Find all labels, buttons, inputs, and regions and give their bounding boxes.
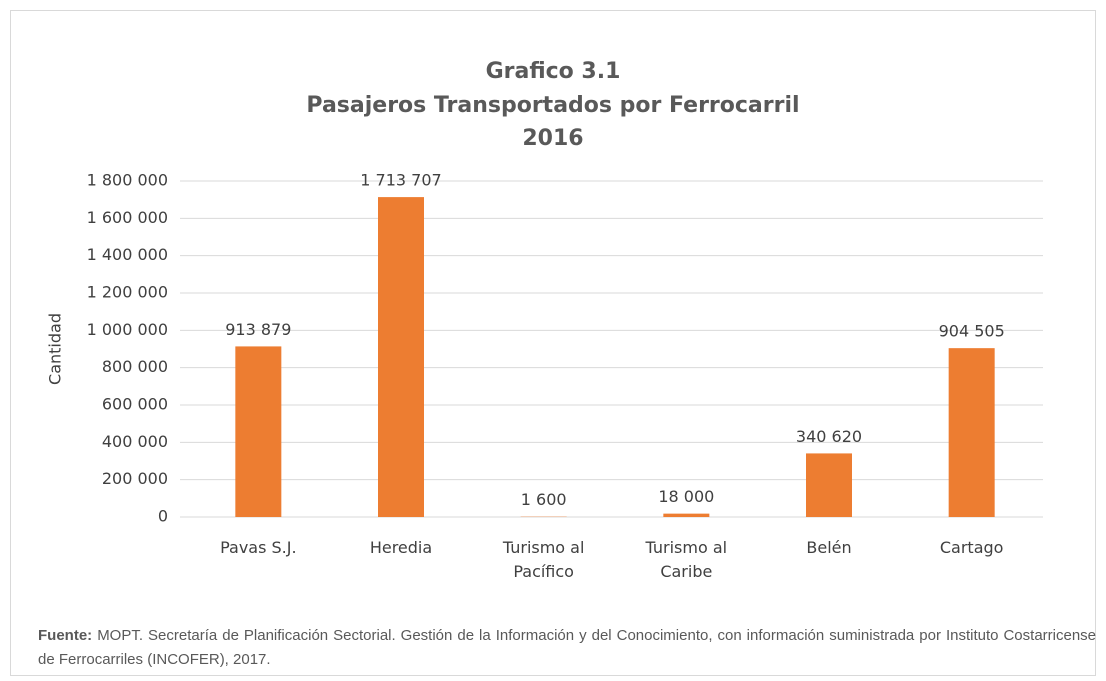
- y-tick-label: 1 400 000: [87, 245, 168, 264]
- y-tick-label: 1 600 000: [87, 208, 168, 227]
- bar: [378, 197, 424, 517]
- y-tick-label: 400 000: [102, 432, 168, 451]
- bar: [663, 513, 710, 517]
- data-label: 340 620: [796, 427, 862, 446]
- chart-border: [10, 10, 1096, 676]
- source-note: Fuente: MOPT. Secretaría de Planificació…: [38, 624, 1096, 672]
- data-label: 904 505: [939, 322, 1005, 341]
- chart-title: 2016: [522, 126, 583, 151]
- bar: [806, 453, 852, 517]
- y-tick-label: 1 800 000: [87, 171, 168, 190]
- data-label: 1 713 707: [360, 171, 441, 190]
- x-tick-label: Heredia: [369, 538, 433, 557]
- x-tick-label: Pavas S.J.: [220, 538, 297, 557]
- y-tick-label: 200 000: [102, 469, 168, 488]
- x-tick-label: Turismo al Pacífico: [502, 538, 585, 581]
- data-label: 18 000: [658, 487, 714, 506]
- x-tick-label: Belén: [806, 538, 852, 557]
- y-tick-label: 1 200 000: [87, 283, 168, 302]
- data-label: 913 879: [225, 320, 291, 339]
- source-text: MOPT. Secretaría de Planificación Sector…: [38, 627, 1097, 668]
- x-tick-label: Cartago: [939, 538, 1004, 557]
- y-axis-label: Cantidad: [46, 313, 65, 385]
- bar: [235, 346, 282, 517]
- y-tick-label: 800 000: [102, 357, 168, 376]
- chart-title: Pasajeros Transportados por Ferrocarril: [306, 93, 799, 118]
- x-tick-label: Turismo al Caribe: [645, 538, 728, 581]
- bar: [948, 348, 995, 517]
- y-tick-label: 600 000: [102, 395, 168, 414]
- y-tick-label: 1 000 000: [87, 320, 168, 339]
- data-label: 1 600: [521, 490, 567, 509]
- y-tick-label: 0: [158, 507, 168, 526]
- chart-title: Grafico 3.1: [486, 59, 621, 84]
- source-label: Fuente:: [38, 627, 93, 644]
